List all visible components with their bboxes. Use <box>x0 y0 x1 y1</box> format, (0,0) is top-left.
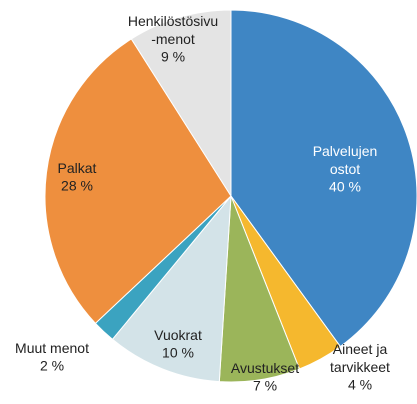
pie-slice <box>111 194 232 383</box>
slice-label-line: Aineet ja <box>333 341 388 357</box>
slice-value-label: 2 % <box>40 358 64 374</box>
slice-label-line: Palvelujen <box>313 143 378 159</box>
slice-value-label: 4 % <box>348 377 372 393</box>
pie-slice <box>44 38 232 325</box>
slice-value-label: 7 % <box>253 378 277 394</box>
pie-slice <box>230 9 417 348</box>
slice-label-line: tarvikkeet <box>330 359 390 375</box>
slice-label-line: ostot <box>330 161 360 177</box>
slice-value-label: 10 % <box>162 345 194 361</box>
slice-label-line: Vuokrat <box>154 327 202 343</box>
slice-value-label: 9 % <box>161 49 185 65</box>
slice-label-line: Muut menot <box>15 340 89 356</box>
slice-label: Palvelujen ostot <box>313 143 378 177</box>
slice-label-line: -menot <box>151 31 195 47</box>
slice-value-label: 40 % <box>329 179 361 195</box>
slice-label-line: Palkat <box>58 160 97 176</box>
pie-slice <box>130 9 232 198</box>
slice-label-line: Henkilöstösivu <box>128 13 218 29</box>
slice-label: Avustukset <box>231 360 299 376</box>
slice-label-line: Avustukset <box>231 360 299 376</box>
slice-label: Palkat <box>58 160 97 176</box>
slice-value-label: 28 % <box>61 178 93 194</box>
slice-label: Vuokrat <box>154 327 202 343</box>
slice-label: Muut menot <box>15 340 89 356</box>
slice-label: Henkilöstösivu -menot <box>128 13 218 47</box>
slice-label: Aineet ja tarvikkeet <box>330 341 390 375</box>
